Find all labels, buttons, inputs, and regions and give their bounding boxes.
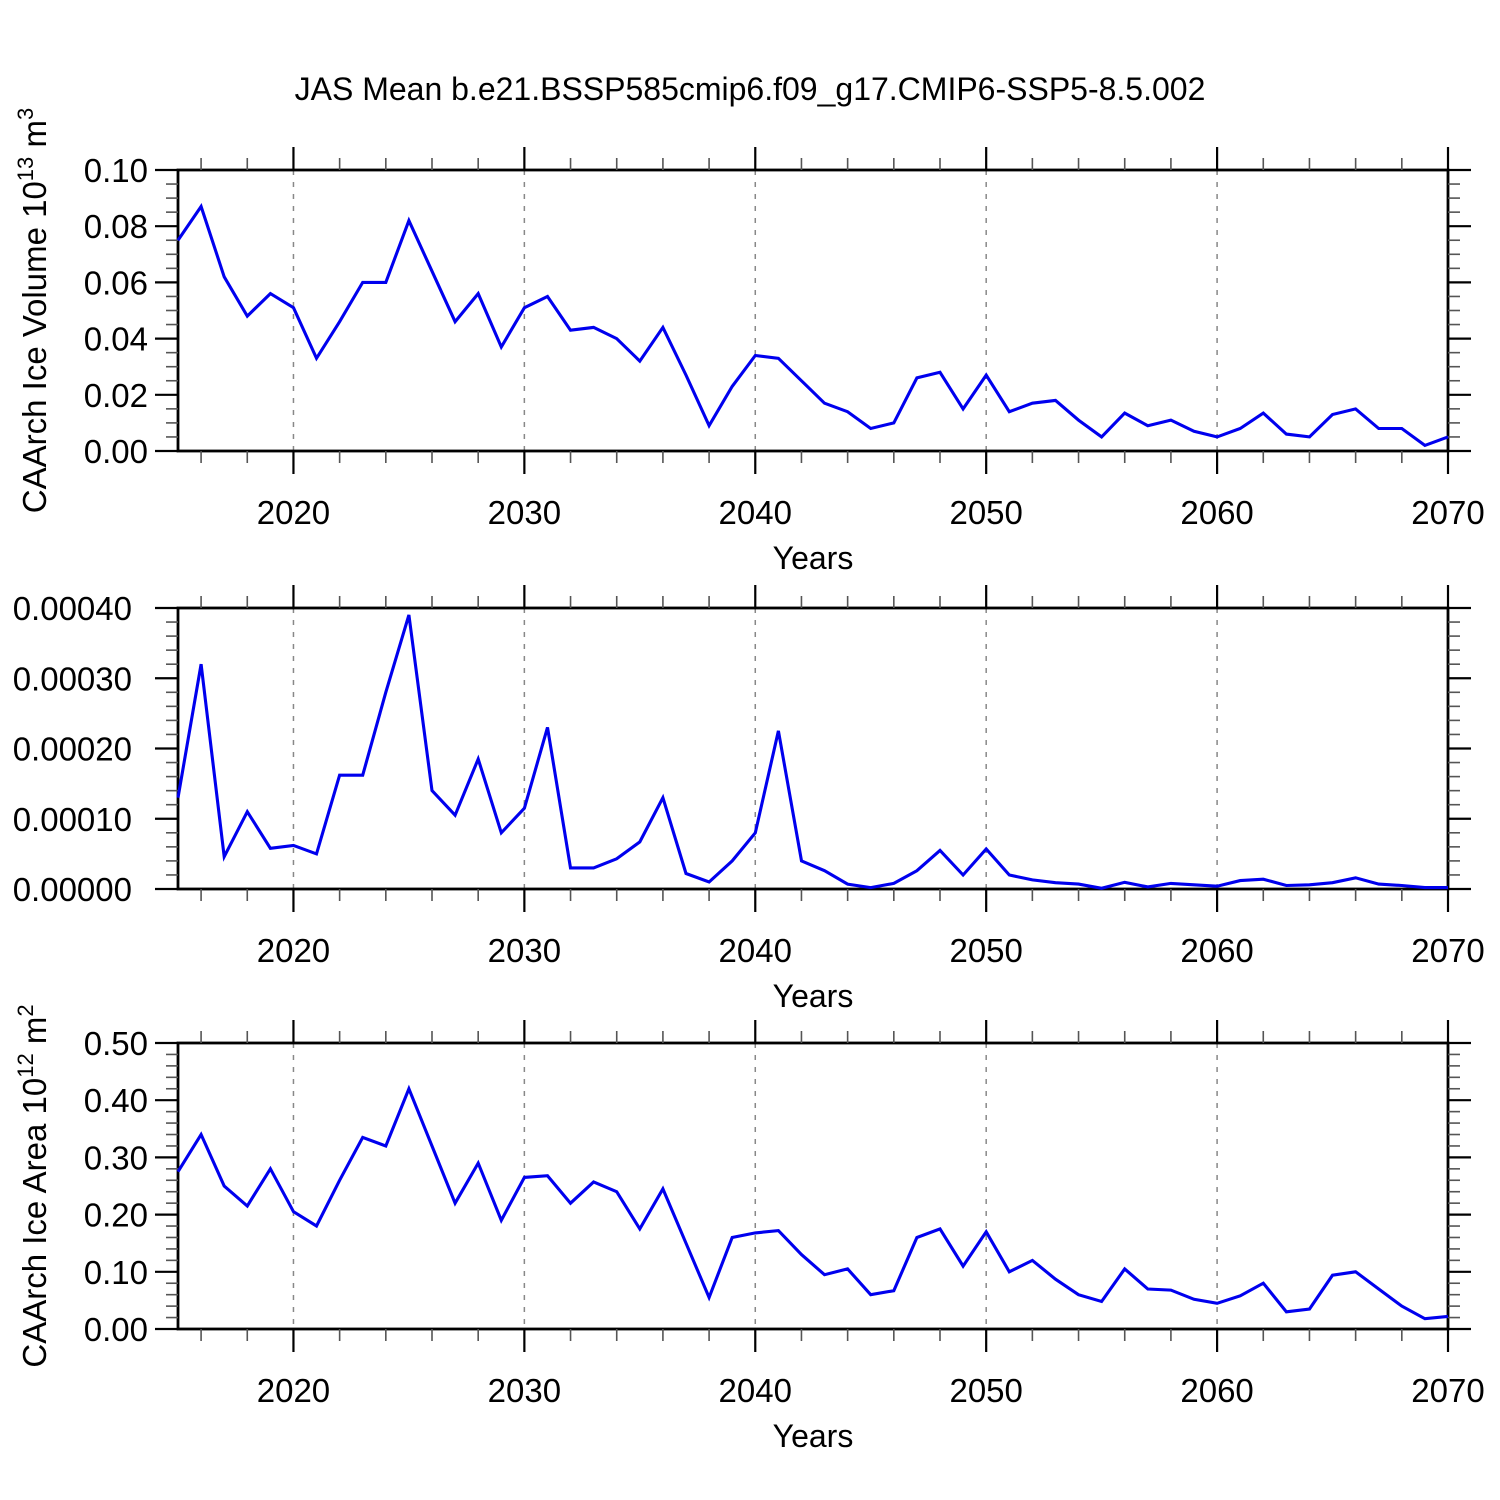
y-tick-label: 0.00: [84, 433, 148, 470]
panel-middle: 0.00000 0.00010 0.00020 0.00030 0.00040 2020 2…: [13, 585, 1485, 1014]
x-tick-label: 2020: [257, 932, 330, 969]
x-tick-label: 2040: [719, 932, 792, 969]
x-tick-label: 2050: [949, 494, 1022, 531]
x-tick-label: 2030: [488, 1372, 561, 1409]
x-tick-label: 2060: [1180, 932, 1253, 969]
x-tick-label: 2070: [1411, 1372, 1484, 1409]
data-line-caarch-middle-series: [176, 614, 1448, 890]
y-tick-label: 0.02: [84, 377, 148, 414]
y-axis-title: CAArch Ice Area 1012 m2: [13, 1004, 53, 1367]
y-tick-label: 0.00040: [13, 590, 132, 627]
x-tick-label: 2020: [257, 494, 330, 531]
x-tick-label: 2060: [1180, 1372, 1253, 1409]
x-axis-title: Years: [773, 978, 854, 1014]
panel-ice-area: 0.00 0.10 0.20 0.30 0.40 0.50 2020 2030 2040 2050…: [13, 1004, 1485, 1454]
y-tick-label: 0.40: [84, 1082, 148, 1119]
plot-box: [176, 168, 1450, 453]
x-tick-label: 2060: [1180, 494, 1253, 531]
chart-title: JAS Mean b.e21.BSSP585cmip6.f09_g17.CMIP…: [295, 71, 1206, 107]
data-line-caarch-ice-area: [176, 1084, 1449, 1321]
plot-box: [176, 1041, 1450, 1331]
plot-box: [176, 606, 1450, 891]
x-tick-label: 2020: [257, 1372, 330, 1409]
y-tick-label: 0.10: [84, 152, 148, 189]
y-tick-label: 0.04: [84, 321, 148, 358]
x-tick-label: 2030: [488, 932, 561, 969]
y-tick-label: 0.50: [84, 1025, 148, 1062]
x-axis-title: Years: [773, 540, 854, 576]
y-tick-label: 0.08: [84, 208, 148, 245]
y-axis-title: CAArch Ice Volume 1013 m3: [13, 108, 53, 513]
y-tick-label: 0.00000: [13, 871, 132, 908]
x-tick-label: 2070: [1411, 494, 1484, 531]
x-tick-label: 2050: [949, 932, 1022, 969]
x-axis-title: Years: [773, 1418, 854, 1454]
data-line-caarch-ice-volume: [176, 203, 1449, 448]
panel-ice-volume: 0.00 0.02 0.04 0.06 0.08 0.10 2020 2030 2040 2050…: [13, 108, 1485, 576]
y-tick-label: 0.00010: [13, 801, 132, 838]
y-tick-label: 0.00020: [13, 731, 132, 768]
y-tick-label: 0.10: [84, 1254, 148, 1291]
x-tick-label: 2030: [488, 494, 561, 531]
x-tick-label: 2050: [949, 1372, 1022, 1409]
y-tick-label: 0.30: [84, 1139, 148, 1176]
x-tick-label: 2070: [1411, 932, 1484, 969]
y-tick-label: 0.00030: [13, 660, 132, 697]
y-tick-label: 0.00: [84, 1311, 148, 1348]
x-tick-label: 2040: [719, 494, 792, 531]
y-tick-label: 0.06: [84, 264, 148, 301]
x-tick-label: 2040: [719, 1372, 792, 1409]
y-tick-label: 0.20: [84, 1197, 148, 1234]
